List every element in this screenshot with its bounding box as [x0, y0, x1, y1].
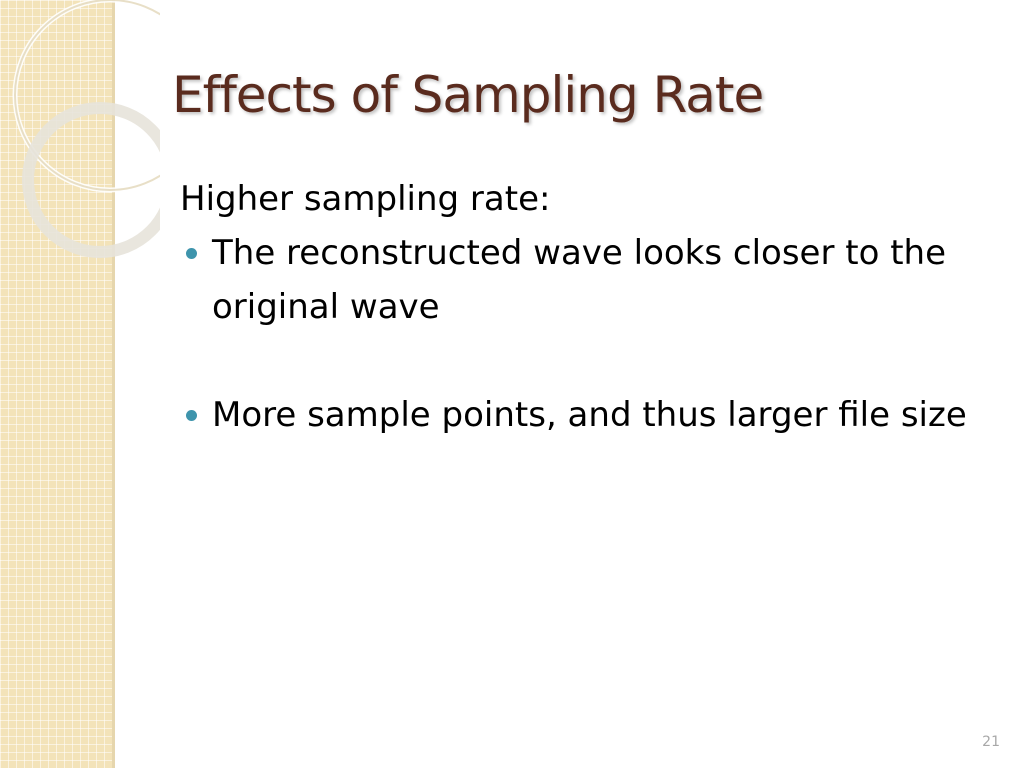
bullet: More sample points, and thus larger file…: [180, 388, 980, 442]
slide-body: Higher sampling rate: The reconstructed …: [180, 172, 980, 496]
side-edge: [112, 0, 115, 768]
bullet-list: The reconstructed wave looks closer to t…: [180, 226, 980, 442]
intro: Higher sampling rate:: [180, 179, 551, 219]
page-number: 21: [982, 734, 1000, 750]
slide-title: Effects of Sampling Rate: [172, 66, 764, 124]
decor-circles: [12, 0, 160, 258]
bullet: The reconstructed wave looks closer to t…: [180, 226, 980, 334]
